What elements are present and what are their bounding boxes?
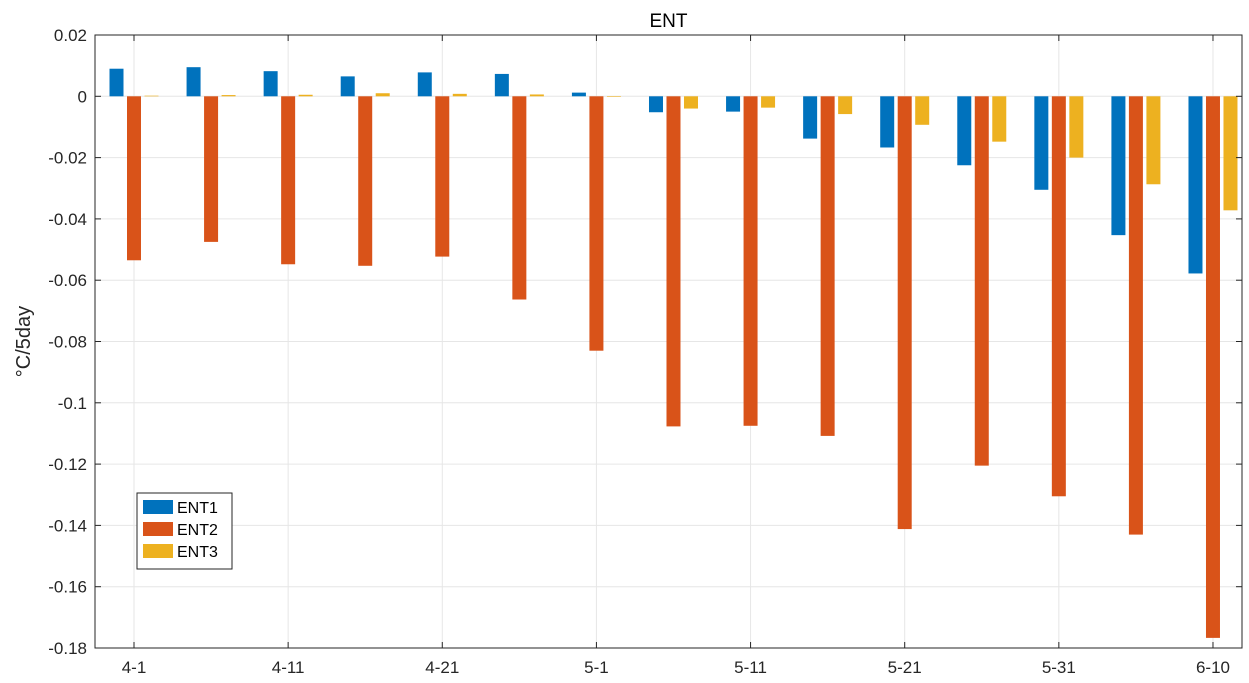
bar-ent1-4-11 [263,71,278,97]
bar-ent1-4-21 [417,72,432,97]
y-tick-label: -0.1 [58,394,87,413]
y-tick-label: -0.04 [48,210,87,229]
bar-ent1-4-6 [186,67,201,97]
bar-ent1-5-16 [803,96,818,139]
y-tick-label: -0.12 [48,455,87,474]
bar-ent2-5-16 [820,96,835,436]
legend-swatch-ent3 [143,544,173,558]
bar-ent2-5-31 [1051,96,1066,497]
bar-ent3-5-16 [838,96,853,115]
bar-ent2-5-6 [666,96,681,427]
legend-swatch-ent1 [143,500,173,514]
bar-ent3-4-26 [529,94,544,97]
bar-ent1-5-1 [571,92,586,97]
y-axis-label: °C/5day [13,306,35,377]
x-axis: 4-1 4-11 4-21 5-1 5-11 5-21 5-31 6-10 [122,35,1230,677]
legend-swatch-ent2 [143,522,173,536]
y-tick-label: -0.16 [48,578,87,597]
bar-ent2-6-10 [1205,96,1220,638]
bar-ent2-4-6 [204,96,219,242]
bar-ent3-4-11 [298,94,313,97]
bar-ent1-6-10 [1188,96,1203,274]
bar-ent3-5-1 [606,95,621,97]
bar-ent2-5-11 [743,96,758,426]
bar-ent3-4-6 [221,95,236,97]
x-tick-label: 6-10 [1196,658,1230,677]
y-axis: 0.02 0 -0.02 -0.04 -0.06 -0.08 -0.1 -0.12 -0.14 -… [48,26,1242,658]
bar-ent1-5-11 [726,96,741,112]
x-tick-label: 4-21 [425,658,459,677]
bar-ent2-4-21 [435,96,450,257]
bar-ent3-5-6 [683,96,698,109]
x-tick-label: 5-11 [734,658,767,677]
bar-ent3-4-1 [144,95,159,97]
bar-ent1-4-16 [340,76,355,97]
x-tick-label: 4-11 [272,658,305,677]
y-tick-label: -0.18 [48,639,87,658]
chart-title: ENT [650,11,688,32]
bar-ent3-5-26 [992,96,1007,142]
y-tick-label: -0.06 [48,271,87,290]
bar-ent3-4-21 [452,93,467,97]
x-tick-label: 5-1 [584,658,609,677]
y-tick-label: -0.14 [48,516,87,535]
y-tick-label: 0 [78,87,87,106]
bar-ent1-5-6 [648,96,663,113]
bar-ent3-4-16 [375,93,390,97]
bar-ent1-4-26 [494,73,509,97]
bar-ent2-6-5 [1128,96,1143,535]
bars [109,67,1238,638]
bar-ent1-5-21 [880,96,895,148]
bar-ent2-4-11 [281,96,296,265]
bar-ent2-4-1 [127,96,141,261]
bar-ent2-4-16 [358,96,373,266]
bar-ent2-5-26 [974,96,989,466]
bar-ent1-5-26 [957,96,972,166]
y-tick-label: 0.02 [54,26,87,45]
x-tick-label: 5-31 [1042,658,1076,677]
bar-ent2-4-26 [512,96,527,300]
bar-ent3-5-31 [1069,96,1084,158]
bar-ent3-5-21 [915,96,930,125]
legend-label-ent1: ENT1 [177,500,218,517]
legend-label-ent2: ENT2 [177,522,218,539]
bar-ent3-6-10 [1223,96,1238,211]
y-tick-label: -0.02 [48,149,87,168]
x-tick-label: 5-21 [888,658,922,677]
bar-ent2-5-1 [589,96,604,351]
legend-label-ent3: ENT3 [177,544,218,561]
x-tick-label: 4-1 [122,658,147,677]
bar-ent1-6-5 [1111,96,1126,236]
bar-ent1-5-31 [1034,96,1049,190]
bar-ent3-5-11 [761,96,776,108]
bar-ent3-6-5 [1146,96,1161,185]
legend: ENT1 ENT2 ENT3 [136,492,233,570]
y-tick-label: -0.08 [48,333,87,352]
bar-ent2-5-21 [897,96,912,530]
bar-ent1-4-1 [109,68,124,97]
